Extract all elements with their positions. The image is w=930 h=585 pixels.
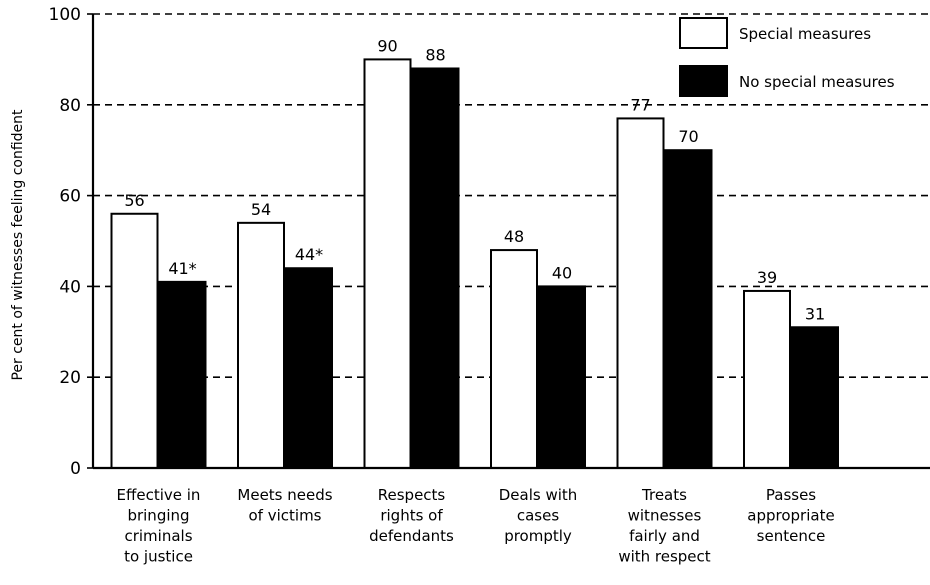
bar-no-special-measures: [791, 326, 839, 470]
value-label-special-measures: 48: [504, 227, 524, 246]
category-label: Deals with cases promptly: [499, 486, 578, 545]
y-tick-label: 80: [59, 96, 81, 116]
legend-label-no-special-measures: No special measures: [739, 73, 895, 91]
y-tick-label: 20: [59, 368, 81, 388]
category-label: Meets needs of victims: [237, 486, 332, 525]
bar-special-measures: [110, 212, 159, 469]
value-label-special-measures: 54: [251, 200, 271, 219]
category-labels: Effective in bringing criminals to justice M…: [117, 486, 835, 566]
y-tick-label: 40: [59, 277, 81, 297]
axes: [91, 14, 930, 470]
bar-special-measures: [237, 221, 285, 469]
category-label: Respects rights of defendants: [369, 486, 454, 545]
value-label-special-measures: 39: [757, 268, 777, 287]
legend-label-special-measures: Special measures: [739, 25, 871, 43]
bar-no-special-measures: [411, 67, 460, 469]
value-label-special-measures: 90: [377, 36, 397, 55]
value-label-no-special-measures: 41*: [168, 259, 196, 278]
category-label: Effective in bringing criminals to justice: [117, 486, 201, 566]
y-tick-label: 0: [70, 459, 81, 479]
y-axis-ticks: 0 20 40 60 80 100: [49, 5, 93, 479]
bar-no-special-measures: [158, 280, 207, 469]
value-label-no-special-measures: 40: [552, 263, 572, 282]
bar-special-measures: [616, 117, 665, 469]
bar-special-measures: [363, 58, 412, 470]
category-label: Treats witnesses fairly and with respect: [618, 486, 710, 566]
value-label-no-special-measures: 70: [678, 127, 698, 146]
value-label-no-special-measures: 44*: [295, 245, 323, 264]
bar-no-special-measures: [664, 149, 713, 469]
legend-swatch-no-special-measures: [679, 65, 728, 97]
value-label-special-measures: 56: [124, 191, 144, 210]
value-label-no-special-measures: 31: [805, 304, 825, 323]
y-tick-label: 100: [49, 5, 81, 25]
bar-special-measures: [743, 289, 791, 469]
legend: Special measures No special measures: [679, 17, 895, 97]
value-label-no-special-measures: 88: [425, 45, 445, 64]
y-tick-label: 60: [59, 187, 81, 207]
category-label: Passes appropriate sentence: [747, 486, 834, 545]
bar-no-special-measures: [538, 285, 586, 469]
y-axis-label: Per cent of witnesses feeling confident: [10, 109, 26, 381]
bars: [110, 58, 839, 470]
legend-swatch-special-measures: [679, 17, 728, 49]
bar-special-measures: [490, 249, 538, 469]
value-labels: 56 41* 54 44* 90 88 48 40 77 70 39 31: [124, 36, 825, 323]
value-label-special-measures: 77: [630, 95, 650, 114]
bar-no-special-measures: [285, 267, 333, 469]
